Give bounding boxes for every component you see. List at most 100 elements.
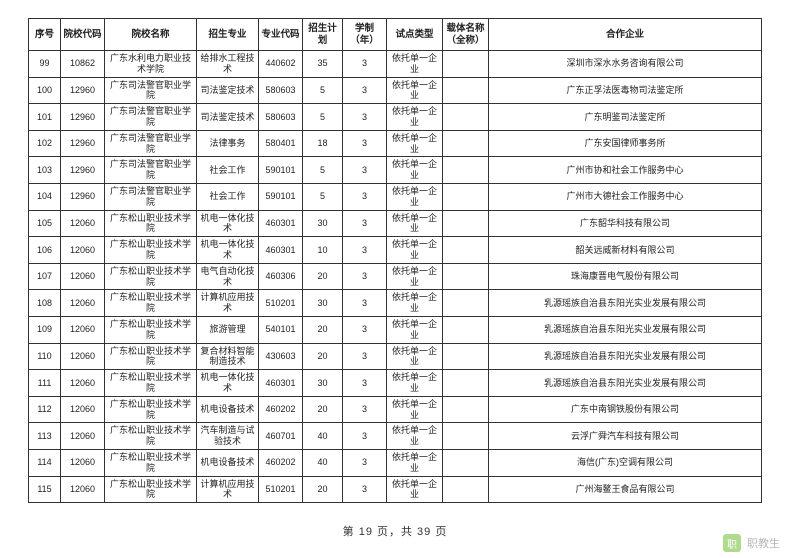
table-cell: 3 — [343, 157, 387, 184]
table-cell: 114 — [29, 449, 61, 476]
header-type: 试点类型 — [387, 19, 443, 51]
table-cell: 给排水工程技术 — [197, 51, 259, 78]
table-cell: 18 — [303, 130, 343, 157]
table-cell: 3 — [343, 210, 387, 237]
table-cell: 580603 — [259, 77, 303, 104]
table-cell: 106 — [29, 237, 61, 264]
table-cell — [443, 423, 489, 450]
table-cell: 12060 — [61, 449, 105, 476]
table-cell: 依托单一企业 — [387, 290, 443, 317]
table-cell — [443, 157, 489, 184]
table-cell: 590101 — [259, 157, 303, 184]
table-row: 11112060广东松山职业技术学院机电一体化技术460301303依托单一企业… — [29, 370, 762, 397]
table-header: 序号 院校代码 院校名称 招生专业 专业代码 招生计划 学制（年） 试点类型 载… — [29, 19, 762, 51]
table-cell: 依托单一企业 — [387, 476, 443, 503]
table-cell: 20 — [303, 476, 343, 503]
table-cell: 依托单一企业 — [387, 210, 443, 237]
table-cell: 依托单一企业 — [387, 423, 443, 450]
table-cell: 依托单一企业 — [387, 343, 443, 370]
table-cell: 依托单一企业 — [387, 51, 443, 78]
table-cell: 旅游管理 — [197, 316, 259, 343]
table-cell: 机电设备技术 — [197, 449, 259, 476]
table-cell: 10 — [303, 237, 343, 264]
watermark: 职 职教生 — [723, 534, 780, 552]
table-cell: 法律事务 — [197, 130, 259, 157]
table-cell: 计算机应用技术 — [197, 290, 259, 317]
wechat-icon: 职 — [723, 534, 741, 552]
table-row: 10612060广东松山职业技术学院机电一体化技术460301103依托单一企业… — [29, 237, 762, 264]
table-cell: 广东松山职业技术学院 — [105, 423, 197, 450]
table-cell: 广东松山职业技术学院 — [105, 370, 197, 397]
table-cell: 3 — [343, 476, 387, 503]
table-cell: 12960 — [61, 183, 105, 210]
table-cell: 107 — [29, 263, 61, 290]
table-cell: 广州市大德社会工作服务中心 — [489, 183, 762, 210]
table-cell: 460301 — [259, 370, 303, 397]
header-schoolcode: 院校代码 — [61, 19, 105, 51]
table-cell — [443, 237, 489, 264]
table-cell: 依托单一企业 — [387, 130, 443, 157]
table-cell: 12060 — [61, 343, 105, 370]
page-footer: 第 19 页，共 39 页 — [28, 523, 762, 539]
table-cell: 580603 — [259, 104, 303, 131]
table-cell: 广东安国律师事务所 — [489, 130, 762, 157]
table-cell: 12960 — [61, 130, 105, 157]
table-cell: 104 — [29, 183, 61, 210]
table-cell: 10862 — [61, 51, 105, 78]
table-cell: 社会工作 — [197, 183, 259, 210]
table-cell: 30 — [303, 370, 343, 397]
table-cell: 40 — [303, 449, 343, 476]
table-cell: 510201 — [259, 476, 303, 503]
table-row: 10312960广东司法警官职业学院社会工作59010153依托单一企业广州市协… — [29, 157, 762, 184]
table-cell: 460202 — [259, 449, 303, 476]
table-cell: 社会工作 — [197, 157, 259, 184]
table-cell: 35 — [303, 51, 343, 78]
table-cell: 12060 — [61, 370, 105, 397]
table-cell: 105 — [29, 210, 61, 237]
table-cell: 汽车制造与试验技术 — [197, 423, 259, 450]
table-cell: 广东正孚法医毒物司法鉴定所 — [489, 77, 762, 104]
table-cell: 30 — [303, 290, 343, 317]
table-cell: 20 — [303, 396, 343, 423]
table-cell: 依托单一企业 — [387, 370, 443, 397]
table-cell: 100 — [29, 77, 61, 104]
table-row: 10212960广东司法警官职业学院法律事务580401183依托单一企业广东安… — [29, 130, 762, 157]
table-cell: 12060 — [61, 263, 105, 290]
table-cell: 102 — [29, 130, 61, 157]
table-cell: 3 — [343, 370, 387, 397]
table-cell: 115 — [29, 476, 61, 503]
table-row: 10912060广东松山职业技术学院旅游管理540101203依托单一企业乳源瑶… — [29, 316, 762, 343]
table-row: 11012060广东松山职业技术学院复合材料智能制造技术430603203依托单… — [29, 343, 762, 370]
table-cell: 深圳市深水水务咨询有限公司 — [489, 51, 762, 78]
table-cell: 20 — [303, 316, 343, 343]
table-cell: 司法鉴定技术 — [197, 104, 259, 131]
table-cell: 依托单一企业 — [387, 77, 443, 104]
table-body: 9910862广东水利电力职业技术学院给排水工程技术440602353依托单一企… — [29, 51, 762, 503]
table-cell: 依托单一企业 — [387, 263, 443, 290]
table-cell: 111 — [29, 370, 61, 397]
table-cell: 广东司法警官职业学院 — [105, 77, 197, 104]
table-cell: 广州市协和社会工作服务中心 — [489, 157, 762, 184]
table-cell — [443, 104, 489, 131]
table-cell — [443, 449, 489, 476]
table-cell: 乳源瑶族自治县东阳光实业发展有限公司 — [489, 370, 762, 397]
table-cell — [443, 210, 489, 237]
table-cell: 113 — [29, 423, 61, 450]
table-cell: 依托单一企业 — [387, 316, 443, 343]
table-cell: 依托单一企业 — [387, 183, 443, 210]
table-cell: 机电一体化技术 — [197, 210, 259, 237]
table-row: 10112960广东司法警官职业学院司法鉴定技术58060353依托单一企业广东… — [29, 104, 762, 131]
table-cell: 12060 — [61, 237, 105, 264]
table-cell: 广东松山职业技术学院 — [105, 263, 197, 290]
table-row: 10512060广东松山职业技术学院机电一体化技术460301303依托单一企业… — [29, 210, 762, 237]
table-cell: 计算机应用技术 — [197, 476, 259, 503]
table-cell: 12960 — [61, 77, 105, 104]
table-cell: 机电一体化技术 — [197, 237, 259, 264]
table-cell: 广东司法警官职业学院 — [105, 104, 197, 131]
table-row: 9910862广东水利电力职业技术学院给排水工程技术440602353依托单一企… — [29, 51, 762, 78]
table-cell: 广东明鉴司法鉴定所 — [489, 104, 762, 131]
table-cell: 580401 — [259, 130, 303, 157]
table-cell: 12960 — [61, 104, 105, 131]
table-cell: 460306 — [259, 263, 303, 290]
table-cell: 司法鉴定技术 — [197, 77, 259, 104]
